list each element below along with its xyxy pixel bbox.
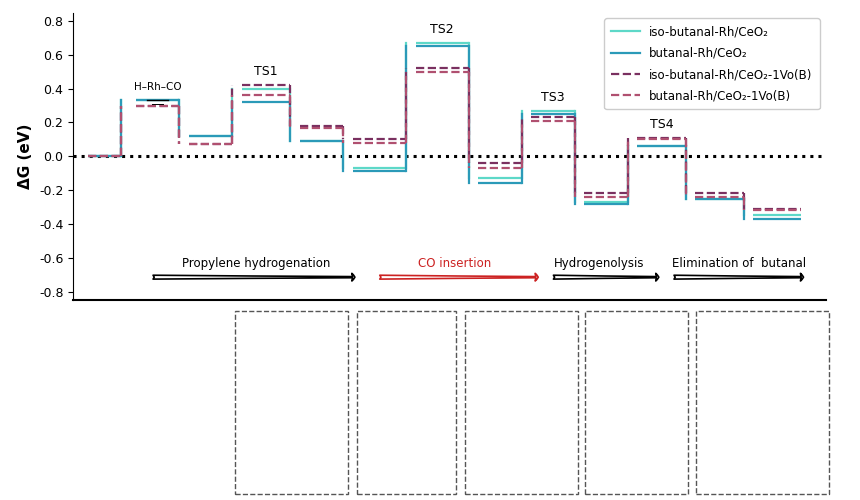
Text: TS4: TS4 [650,118,673,131]
Text: Elimination of  butanal: Elimination of butanal [672,257,806,270]
Text: TS1: TS1 [255,66,278,78]
Text: H–Rh–CO: H–Rh–CO [133,82,181,92]
Text: CO insertion: CO insertion [418,257,491,270]
Legend: iso-butanal-Rh/CeO₂, butanal-Rh/CeO₂, iso-butanal-Rh/CeO₂-1Vo(B), butanal-Rh/CeO: iso-butanal-Rh/CeO₂, butanal-Rh/CeO₂, is… [605,18,820,110]
Bar [357,311,456,494]
Text: TS2: TS2 [430,23,454,36]
Bar [696,311,829,494]
Y-axis label: ΔG (eV): ΔG (eV) [18,124,34,189]
Bar [464,311,578,494]
Bar [235,311,348,494]
Text: Propylene hydrogenation: Propylene hydrogenation [182,257,330,270]
Text: Hydrogenolysis: Hydrogenolysis [554,257,644,270]
Bar [586,311,688,494]
Text: TS3: TS3 [541,91,565,104]
